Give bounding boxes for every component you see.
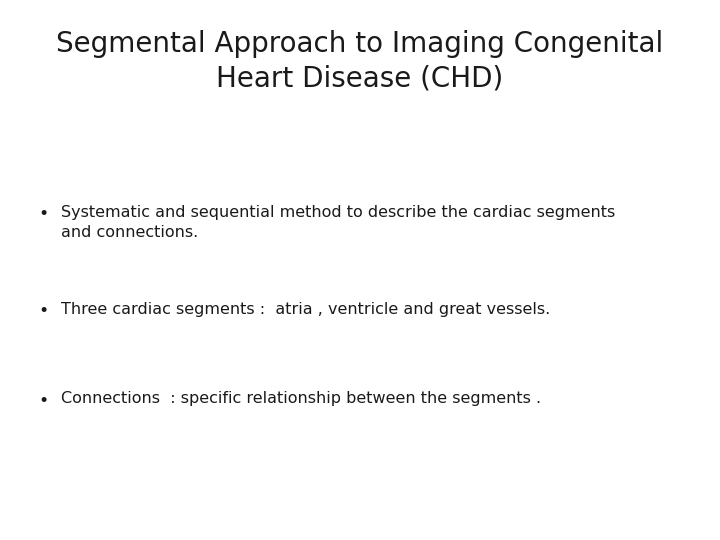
Text: Systematic and sequential method to describe the cardiac segments
and connection: Systematic and sequential method to desc… — [61, 205, 616, 240]
Text: •: • — [38, 205, 48, 223]
Text: Three cardiac segments :  atria , ventricle and great vessels.: Three cardiac segments : atria , ventric… — [61, 302, 551, 318]
Text: Connections  : specific relationship between the segments .: Connections : specific relationship betw… — [61, 392, 541, 407]
Text: •: • — [38, 302, 48, 320]
Text: Segmental Approach to Imaging Congenital
Heart Disease (CHD): Segmental Approach to Imaging Congenital… — [56, 30, 664, 92]
Text: •: • — [38, 392, 48, 409]
